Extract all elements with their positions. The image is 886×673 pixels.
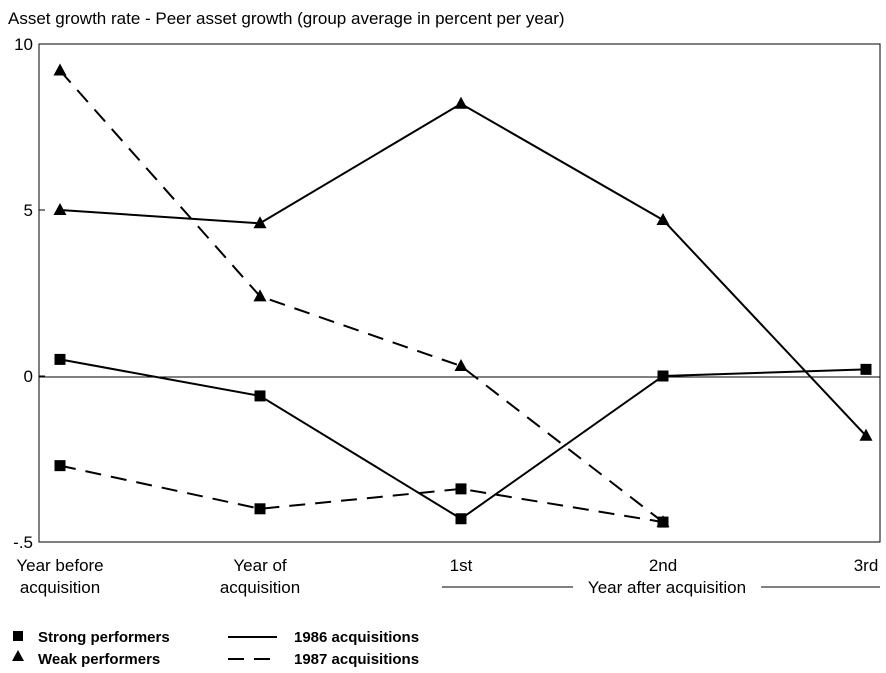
y-tick-label: 0 [24, 367, 33, 386]
x-axis-tick-labels: Year before acquisition Year of acquisition… [16, 556, 878, 597]
data-point-triangle [53, 203, 67, 215]
series-line-1 [59, 102, 867, 437]
data-point-square [54, 460, 66, 472]
legend-square-marker [13, 631, 23, 641]
legend-1987-label: 1987 acquisitions [294, 651, 419, 668]
data-point-triangle [253, 289, 267, 302]
x-tick-label: 1st [450, 556, 473, 575]
data-point-triangle [454, 96, 468, 109]
series-line-2 [59, 464, 664, 524]
data-point-triangle [253, 216, 267, 229]
chart-title: Asset growth rate - Peer asset growth (g… [8, 9, 565, 28]
plot-area-frame [38, 43, 881, 543]
data-point-square [657, 370, 669, 382]
y-tick-label: 10 [14, 35, 33, 54]
x-tick-label: 3rd [854, 556, 879, 575]
series-line-0 [59, 358, 867, 520]
x-tick-label: Year before acquisition [16, 556, 103, 597]
data-point-triangle [656, 212, 670, 225]
legend-strong-label: Strong performers [38, 629, 170, 646]
data-point-square [54, 353, 66, 365]
y-tick-label: -.5 [13, 533, 33, 552]
x-tick-label: 2nd [649, 556, 677, 575]
x-group-bracket: Year after acquisition [442, 578, 880, 597]
y-axis-tick-labels: 10 5 0 -.5 [13, 35, 33, 552]
data-point-square [254, 390, 266, 402]
series-line-3 [59, 69, 664, 523]
series-layer [53, 63, 873, 528]
data-point-triangle [53, 63, 67, 76]
data-point-triangle [454, 359, 468, 372]
y-tick-label: 5 [24, 201, 33, 220]
data-point-square [455, 483, 467, 495]
x-tick-label: Year of acquisition [220, 556, 300, 597]
x-group-label: Year after acquisition [588, 578, 746, 597]
data-point-square [254, 503, 266, 515]
data-point-triangle [656, 515, 670, 528]
legend: Strong performers Weak performers 1986 a… [12, 629, 419, 668]
legend-1986-label: 1986 acquisitions [294, 629, 419, 646]
data-point-triangle [859, 428, 873, 441]
data-point-square [860, 363, 872, 375]
data-point-square [455, 513, 467, 525]
legend-weak-label: Weak performers [38, 651, 160, 668]
legend-triangle-marker [12, 650, 24, 661]
y-axis-tick-marks [39, 43, 45, 543]
